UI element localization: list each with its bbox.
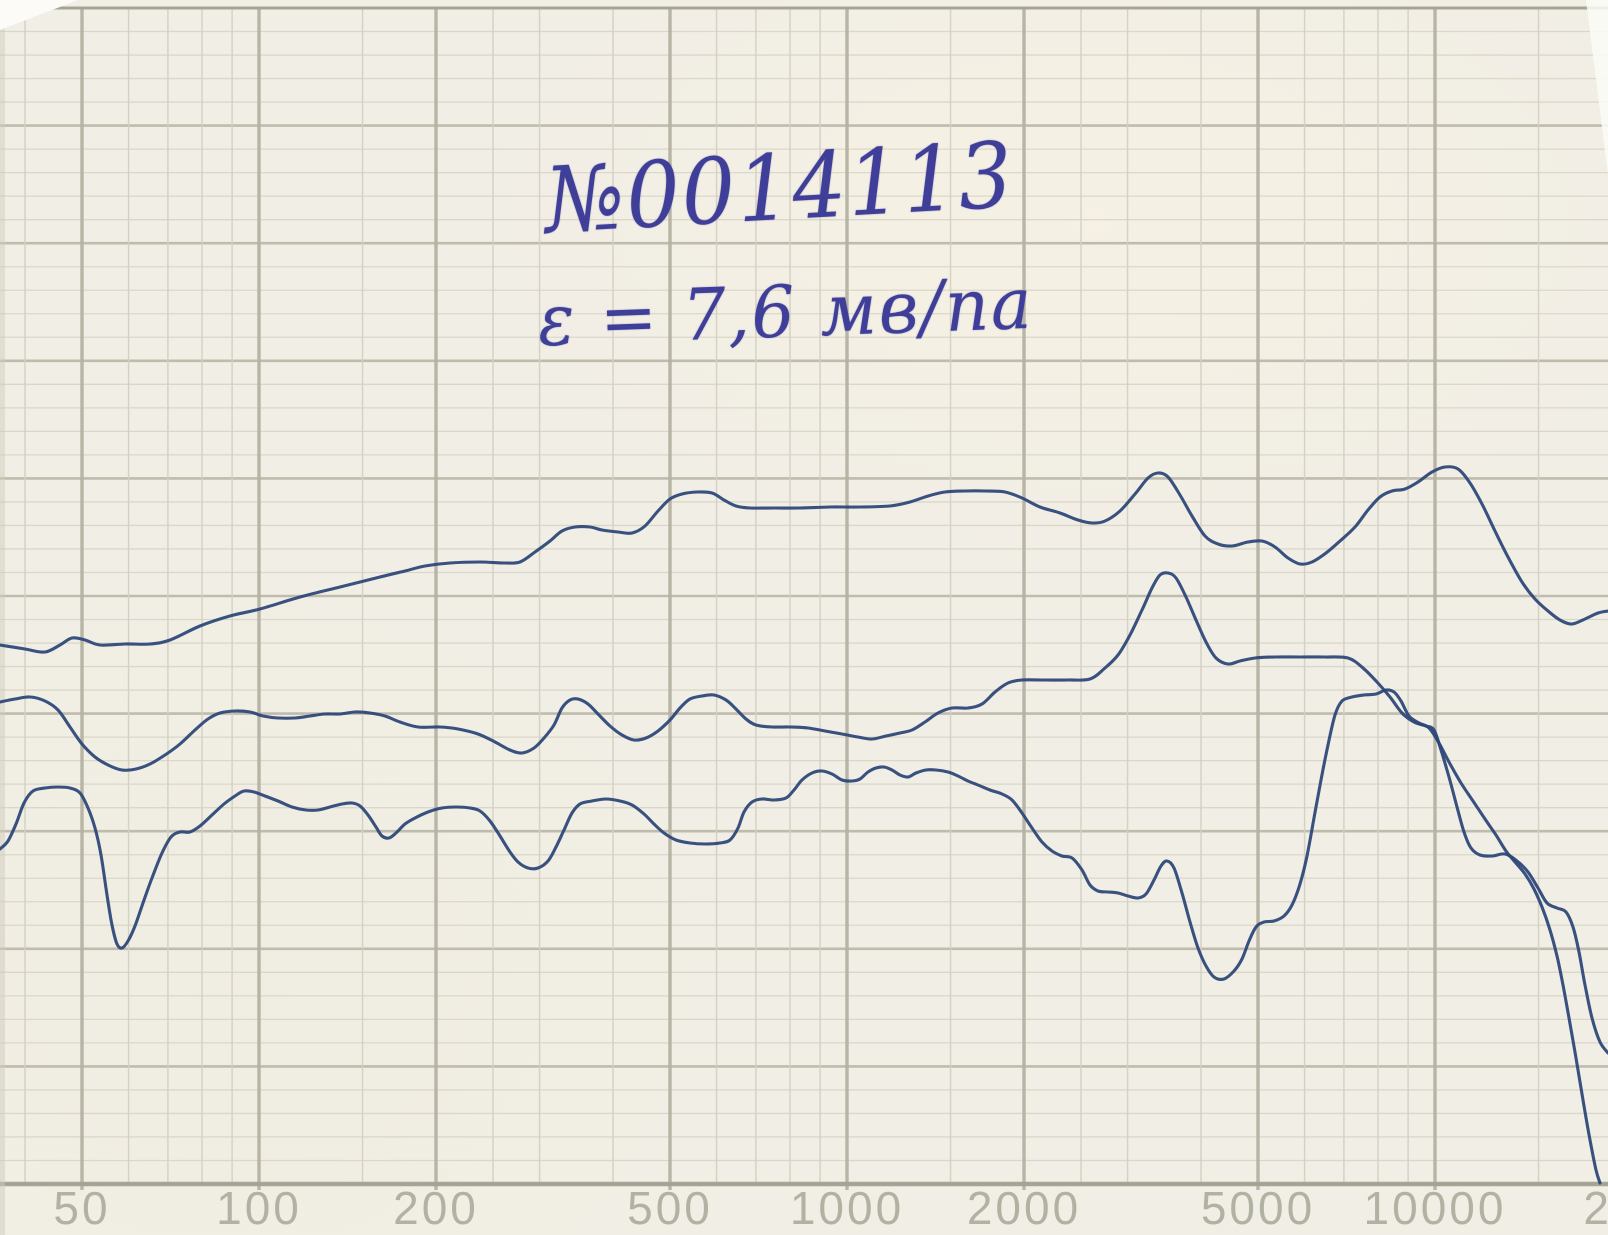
x-axis-tick-label: 10000 bbox=[1364, 1182, 1507, 1234]
x-axis-tick-label: 5000 bbox=[1201, 1182, 1315, 1234]
scan-corner-wedge-topleft bbox=[0, 0, 78, 30]
x-axis-tick-labels: 50 100 200 500 1000 2000 5000 10000 20 bbox=[53, 1182, 1608, 1234]
scan-edge-strip bbox=[0, 0, 5, 1235]
lower-trace bbox=[0, 688, 1602, 1185]
upper-trace bbox=[0, 465, 1608, 654]
handwritten-sensitivity-note: ε = 7,6 мв/па bbox=[536, 262, 1035, 363]
x-axis-tick-label: 2000 bbox=[967, 1182, 1081, 1234]
x-axis-tick-label: 500 bbox=[627, 1182, 713, 1234]
response-traces bbox=[0, 465, 1608, 1185]
grid-vertical-lines bbox=[24, 8, 1540, 1190]
x-axis-tick-label: 20 bbox=[1583, 1182, 1608, 1234]
x-axis-tick-label: 50 bbox=[53, 1182, 110, 1234]
x-axis-tick-label: 200 bbox=[393, 1182, 479, 1234]
x-axis-tick-label: 100 bbox=[216, 1182, 302, 1234]
x-axis-tick-label: 1000 bbox=[790, 1182, 904, 1234]
scan-corner-wedge-topright bbox=[1586, 0, 1608, 175]
middle-trace bbox=[0, 571, 1608, 1055]
